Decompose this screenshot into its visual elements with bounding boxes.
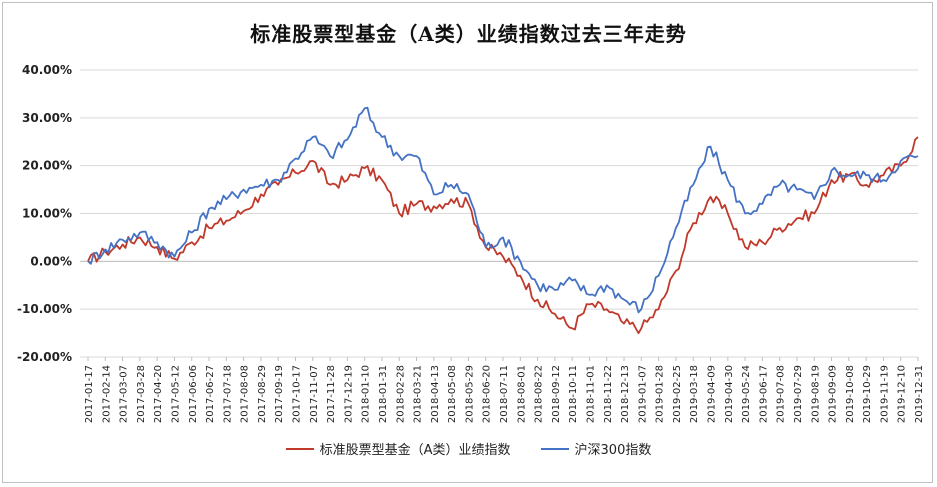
x-tick-label: 2017-06-06 (188, 365, 199, 423)
x-tick-label: 2019-05-24 (741, 365, 752, 423)
x-tick-label: 2019-04-30 (724, 365, 735, 423)
legend-label-fund-index: 标准股票型基金（A类）业绩指数 (319, 443, 511, 458)
x-tick-label: 2017-11-28 (326, 365, 337, 423)
y-tick-label: -20.00% (17, 350, 72, 364)
series-line-1 (87, 106, 919, 314)
x-tick-label: 2018-07-11 (499, 365, 510, 423)
x-tick-label: 2019-12-10 (897, 365, 908, 423)
x-tick-label: 2019-01-28 (655, 365, 666, 423)
x-tick-label: 2019-06-17 (758, 365, 769, 423)
x-tick-label: 2019-12-31 (914, 365, 925, 423)
x-tick-label: 2018-09-12 (551, 365, 562, 423)
legend-swatch-fund-index (285, 447, 314, 450)
x-tick-label: 2018-11-22 (603, 365, 614, 423)
x-tick-label: 2017-09-19 (274, 365, 285, 423)
x-tick-label: 2018-05-08 (447, 365, 458, 423)
y-tick-label: 30.00% (22, 111, 72, 125)
x-tick-label: 2017-04-20 (153, 365, 164, 423)
x-tick-label: 2017-01-17 (84, 365, 95, 423)
x-tick-label: 2018-04-13 (430, 365, 441, 423)
legend-swatch-csi300 (540, 447, 569, 450)
x-tick-label: 2018-08-22 (534, 365, 545, 423)
x-tick-label: 2018-06-20 (482, 365, 493, 423)
x-tick-label: 2017-10-17 (292, 365, 303, 423)
x-tick-label: 2019-08-19 (810, 365, 821, 423)
y-tick-label: -10.00% (17, 302, 72, 316)
chart-title: 标准股票型基金（A类）业绩指数过去三年走势 (250, 22, 687, 46)
x-tick-label: 2017-02-14 (101, 365, 112, 423)
x-tick-label: 2019-03-18 (689, 365, 700, 423)
x-tick-label: 2018-05-29 (464, 365, 475, 423)
x-tick-label: 2018-01-31 (378, 365, 389, 423)
x-tick-label: 2017-11-07 (309, 365, 320, 423)
x-tick-label: 2017-12-19 (343, 365, 354, 423)
series-line-0 (87, 136, 919, 335)
x-tick-label: 2019-01-07 (637, 365, 648, 423)
y-tick-label: 20.00% (22, 159, 72, 173)
x-tick-label: 2018-01-10 (361, 365, 372, 423)
y-tick-label: 40.00% (22, 63, 72, 77)
x-tick-label: 2018-08-01 (516, 365, 527, 423)
x-tick-label: 2019-04-09 (707, 365, 718, 423)
y-tick-label: 10.00% (22, 207, 72, 221)
x-tick-label: 2018-10-11 (568, 365, 579, 423)
x-tick-label: 2017-07-18 (222, 365, 233, 423)
x-tick-label: 2019-07-08 (776, 365, 787, 423)
chart-legend: 标准股票型基金（A类）业绩指数 沪深300指数 (0, 439, 937, 458)
x-tick-label: 2018-12-13 (620, 365, 631, 423)
y-tick-label: 0.00% (30, 254, 72, 268)
x-tick-label: 2017-08-29 (257, 365, 268, 423)
x-tick-label: 2017-03-07 (119, 365, 130, 423)
x-tick-label: 2017-05-12 (170, 365, 181, 423)
x-tick-label: 2018-03-21 (413, 365, 424, 423)
x-tick-label: 2019-07-29 (793, 365, 804, 423)
x-tick-label: 2018-11-01 (585, 365, 596, 423)
legend-item-fund-index: 标准股票型基金（A类）业绩指数 (285, 439, 511, 458)
x-tick-label: 2018-02-28 (395, 365, 406, 423)
x-tick-label: 2017-06-27 (205, 365, 216, 423)
legend-label-csi300: 沪深300指数 (574, 443, 652, 458)
x-tick-label: 2019-10-08 (845, 365, 856, 423)
x-tick-label: 2017-03-28 (136, 365, 147, 423)
x-tick-label: 2017-08-08 (240, 365, 251, 423)
x-tick-label: 2019-09-09 (828, 365, 839, 423)
legend-item-csi300: 沪深300指数 (540, 439, 652, 458)
x-tick-label: 2019-02-25 (672, 365, 683, 423)
x-tick-label: 2019-10-29 (862, 365, 873, 423)
x-tick-label: 2019-11-19 (879, 365, 890, 423)
